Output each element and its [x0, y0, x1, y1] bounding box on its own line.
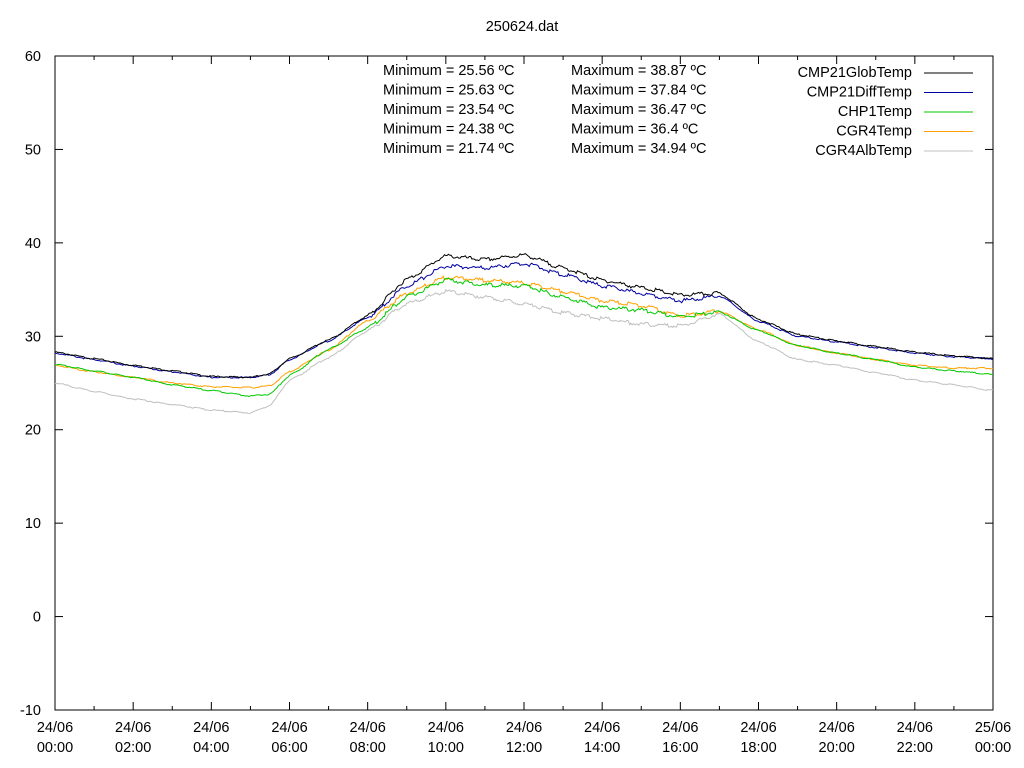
x-tick-label-date: 24/06: [740, 720, 776, 736]
legend-label: CGR4AlbTemp: [815, 143, 912, 159]
x-tick-label-date: 25/06: [975, 720, 1011, 736]
x-tick-label-time: 00:00: [37, 740, 73, 756]
minimum-annotation: Minimum = 23.54 ºC: [383, 102, 514, 118]
series-line-CHP1Temp: [54, 277, 994, 398]
legend-label: CHP1Temp: [838, 104, 912, 120]
x-tick-label-date: 24/06: [584, 720, 620, 736]
x-tick-label-date: 24/06: [662, 720, 698, 736]
x-tick-label-time: 18:00: [740, 740, 776, 756]
y-tick-label: 60: [25, 49, 41, 65]
y-tick-label: 40: [25, 236, 41, 252]
series-layer: [54, 252, 994, 414]
x-tick-label-time: 20:00: [819, 740, 855, 756]
y-tick-label: 50: [25, 142, 41, 158]
series-line-CGR4Temp: [54, 275, 994, 389]
x-tick-label-time: 06:00: [271, 740, 307, 756]
x-tick-label-date: 24/06: [115, 720, 151, 736]
x-tick-label-time: 22:00: [897, 740, 933, 756]
maximum-annotation: Maximum = 36.4 ºC: [571, 122, 698, 138]
series-line-CGR4AlbTemp: [54, 288, 994, 414]
x-tick-label-time: 04:00: [193, 740, 229, 756]
series-line-CMP21DiffTemp: [54, 262, 994, 379]
x-tick-label-date: 24/06: [350, 720, 386, 736]
x-tick-label-date: 24/06: [506, 720, 542, 736]
minimum-annotation: Minimum = 21.74 ºC: [383, 141, 514, 157]
x-tick-label-date: 24/06: [897, 720, 933, 736]
x-tick-label-time: 16:00: [662, 740, 698, 756]
y-tick-label: 10: [25, 516, 41, 532]
x-tick-label-time: 02:00: [115, 740, 151, 756]
minimum-annotation: Minimum = 24.38 ºC: [383, 122, 514, 138]
chart-title: 250624.dat: [486, 19, 559, 35]
x-tick-label-time: 10:00: [428, 740, 464, 756]
y-axis: -10 0 10 20 30 40 50 60: [20, 49, 993, 719]
x-tick-label-time: 14:00: [584, 740, 620, 756]
maximum-annotation: Maximum = 34.94 ºC: [571, 141, 706, 157]
x-axis: 24/06 00:00 24/06 02:00 24/06 04:00 24/06 06:00…: [37, 56, 1011, 756]
x-tick-label-date: 24/06: [819, 720, 855, 736]
x-tick-label-date: 24/06: [428, 720, 464, 736]
legend-label: CMP21DiffTemp: [807, 85, 912, 101]
y-tick-label: 20: [25, 423, 41, 439]
min-max-annotations: Minimum = 25.56 ºC Minimum = 25.63 ºC Mini…: [383, 63, 706, 157]
legend-label: CGR4Temp: [836, 124, 912, 140]
maximum-annotation: Maximum = 37.84 ºC: [571, 83, 706, 99]
maximum-annotation: Maximum = 36.47 ºC: [571, 102, 706, 118]
x-tick-label-time: 08:00: [350, 740, 386, 756]
minimum-annotation: Minimum = 25.63 ºC: [383, 83, 514, 99]
x-tick-label-time: 12:00: [506, 740, 542, 756]
x-tick-label-date: 24/06: [193, 720, 229, 736]
series-line-CMP21GlobTemp: [54, 252, 994, 379]
maximum-annotation: Maximum = 38.87 ºC: [571, 63, 706, 79]
y-tick-label: 0: [33, 610, 41, 626]
y-tick-label: -10: [20, 703, 41, 719]
legend-label: CMP21GlobTemp: [798, 65, 912, 81]
x-tick-label-time: 00:00: [975, 740, 1011, 756]
minimum-annotation: Minimum = 25.56 ºC: [383, 63, 514, 79]
y-tick-label: 30: [25, 329, 41, 345]
x-tick-label-date: 24/06: [37, 720, 73, 736]
legend: CMP21GlobTemp CMP21DiffTemp CHP1Temp CGR4Te…: [798, 65, 973, 159]
x-tick-label-date: 24/06: [271, 720, 307, 736]
